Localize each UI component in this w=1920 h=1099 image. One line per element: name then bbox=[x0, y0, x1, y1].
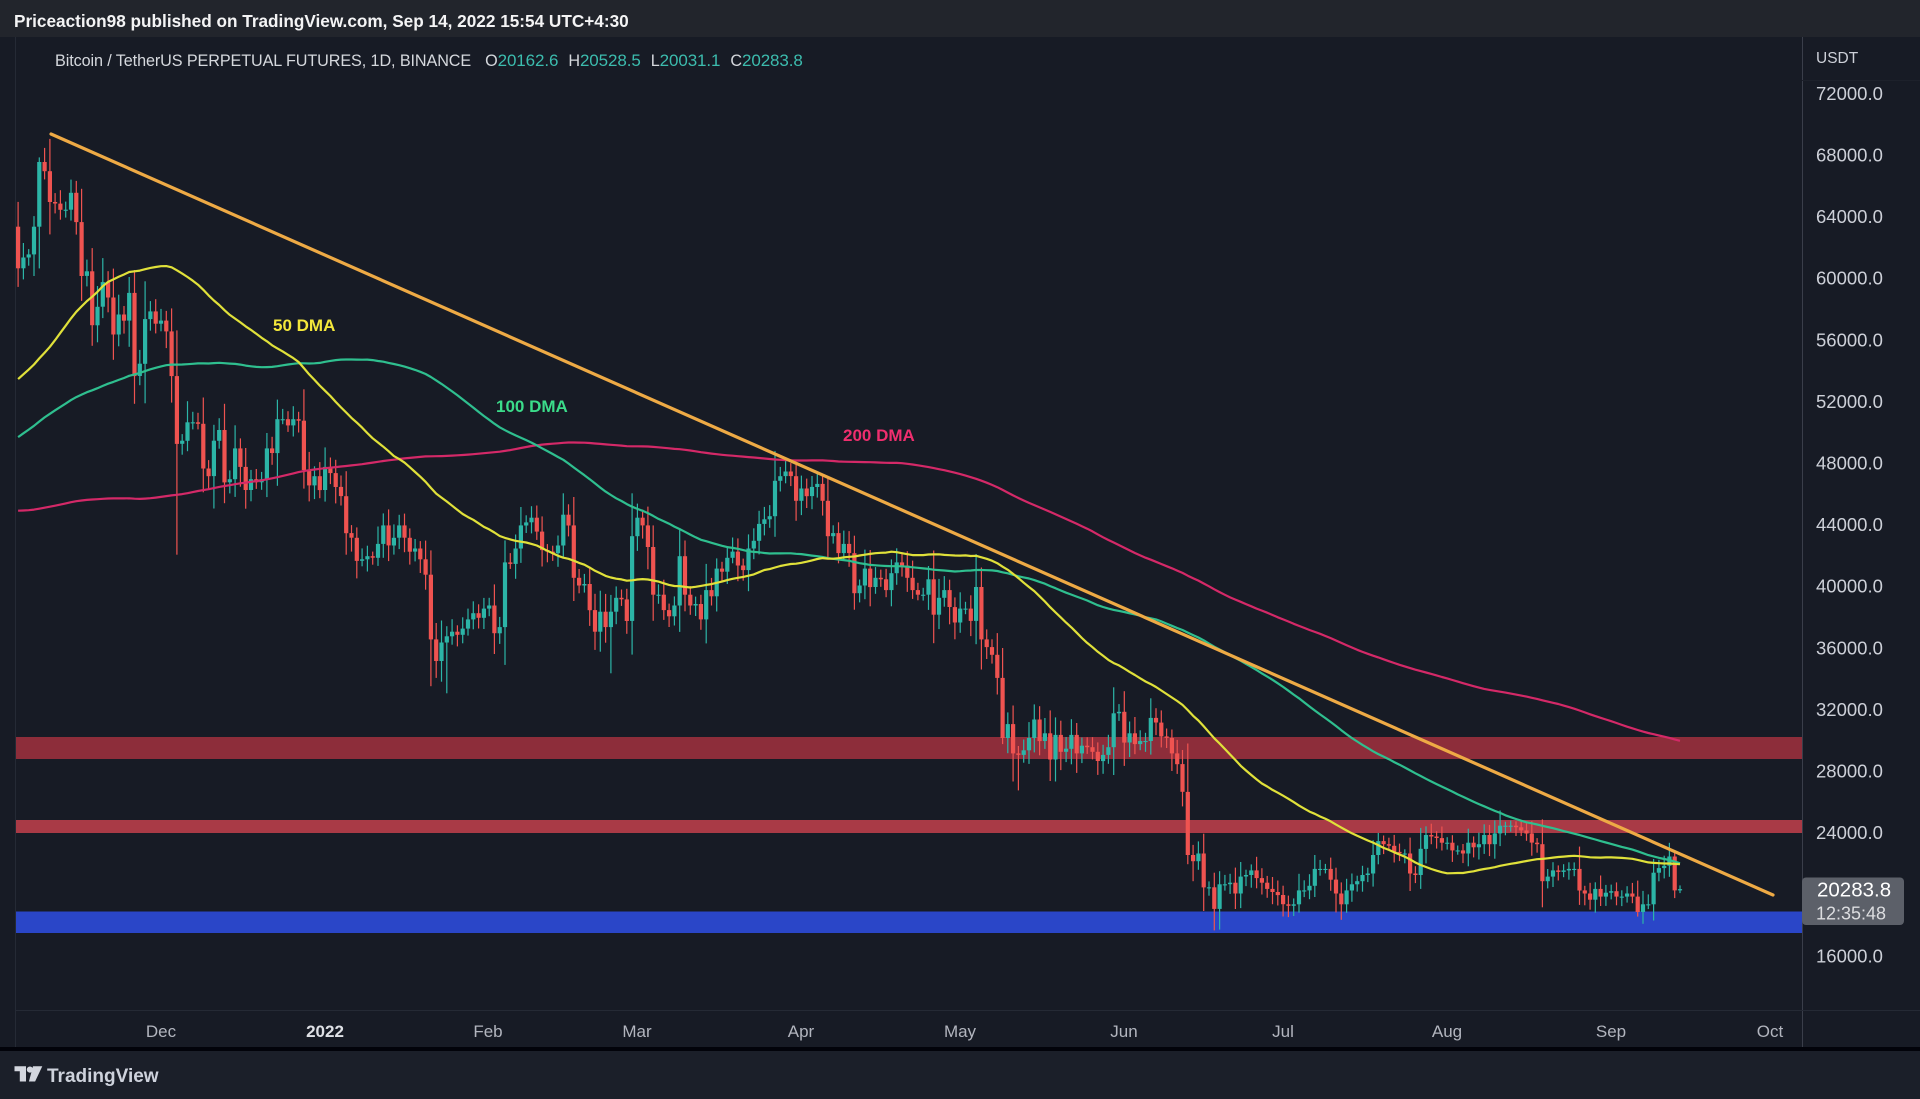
svg-text:68000.0: 68000.0 bbox=[1816, 145, 1883, 166]
svg-text:36000.0: 36000.0 bbox=[1816, 637, 1883, 658]
svg-text:28000.0: 28000.0 bbox=[1816, 761, 1883, 782]
svg-text:40000.0: 40000.0 bbox=[1816, 576, 1883, 597]
svg-text:56000.0: 56000.0 bbox=[1816, 329, 1883, 350]
svg-text:Dec: Dec bbox=[146, 1022, 177, 1041]
svg-text:44000.0: 44000.0 bbox=[1816, 514, 1883, 535]
svg-text:Aug: Aug bbox=[1432, 1022, 1462, 1041]
svg-text:Apr: Apr bbox=[788, 1022, 815, 1041]
svg-text:20283.8: 20283.8 bbox=[1817, 879, 1891, 902]
svg-text:Jul: Jul bbox=[1272, 1022, 1294, 1041]
svg-text:12:35:48: 12:35:48 bbox=[1816, 904, 1886, 924]
svg-text:Jun: Jun bbox=[1110, 1022, 1137, 1041]
svg-text:Feb: Feb bbox=[473, 1022, 502, 1041]
svg-text:2022: 2022 bbox=[306, 1022, 344, 1041]
svg-text:USDT: USDT bbox=[1816, 50, 1859, 67]
svg-text:16000.0: 16000.0 bbox=[1816, 945, 1883, 966]
svg-text:48000.0: 48000.0 bbox=[1816, 453, 1883, 474]
svg-text:Oct: Oct bbox=[1757, 1022, 1784, 1041]
svg-text:60000.0: 60000.0 bbox=[1816, 268, 1883, 289]
svg-text:52000.0: 52000.0 bbox=[1816, 391, 1883, 412]
svg-text:Mar: Mar bbox=[622, 1022, 652, 1041]
svg-text:Sep: Sep bbox=[1596, 1022, 1626, 1041]
svg-text:64000.0: 64000.0 bbox=[1816, 206, 1883, 227]
svg-text:May: May bbox=[944, 1022, 977, 1041]
svg-text:Bitcoin / TetherUS PERPETUAL F: Bitcoin / TetherUS PERPETUAL FUTURES, 1D… bbox=[55, 51, 803, 70]
svg-text:24000.0: 24000.0 bbox=[1816, 822, 1883, 843]
svg-text:72000.0: 72000.0 bbox=[1816, 83, 1883, 104]
svg-text:TradingView: TradingView bbox=[47, 1066, 159, 1087]
svg-text:50 DMA: 50 DMA bbox=[273, 316, 335, 335]
svg-text:100 DMA: 100 DMA bbox=[496, 397, 568, 416]
svg-text:200 DMA: 200 DMA bbox=[843, 426, 915, 445]
svg-text:Priceaction98 published on Tra: Priceaction98 published on TradingView.c… bbox=[14, 11, 629, 31]
svg-text:32000.0: 32000.0 bbox=[1816, 699, 1883, 720]
